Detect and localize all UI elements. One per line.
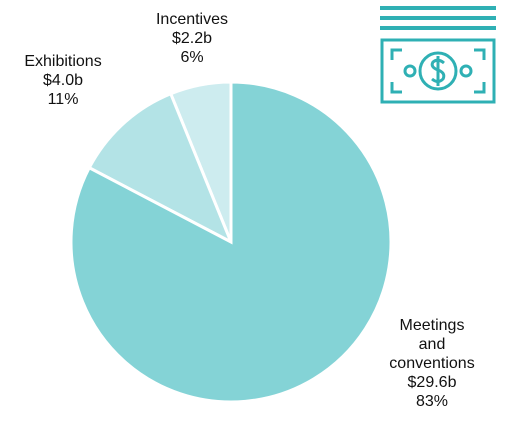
slice-label: Incentives $2.2b 6% [130,10,254,67]
pie-slice [69,80,393,404]
category-label: Meetings and conventions [389,317,475,372]
value-label: $29.6b [407,374,457,391]
pie-slice [87,91,234,246]
money-icon [380,6,496,104]
slice-label: Meetings and conventions $29.6b 83% [362,316,502,411]
category-label: Exhibitions [24,53,102,70]
value-label: $4.0b [42,72,84,89]
value-label: $2.2b [171,30,213,47]
category-label: Incentives [155,11,229,28]
share-label: 11% [47,91,79,108]
share-label: 6% [180,49,204,66]
share-label: 83% [415,393,449,410]
slice-label: Exhibitions $4.0b 11% [0,52,126,109]
